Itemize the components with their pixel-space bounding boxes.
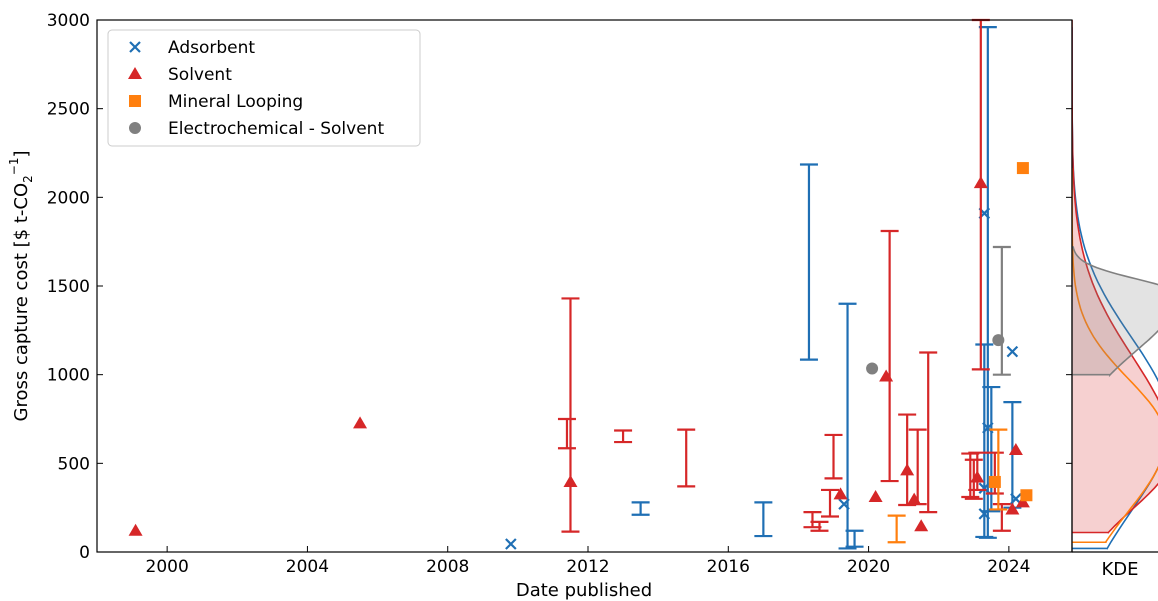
range-solvent-11 — [919, 351, 938, 514]
x-tick-label-2016: 2016 — [707, 557, 750, 577]
range-solvent-10 — [908, 428, 927, 506]
point-adsorbent-3-stroke-b — [978, 482, 991, 494]
y-tick-label-1500: 1500 — [47, 277, 90, 297]
y-tick-label-3000: 3000 — [47, 11, 90, 31]
series-adsorbent — [505, 25, 1022, 550]
x-tick-label-2000: 2000 — [146, 557, 189, 577]
point-solvent-2 — [563, 474, 578, 487]
range-adsorbent-2 — [799, 163, 818, 361]
y-tick-label-500: 500 — [58, 454, 90, 474]
range-solvent-1 — [561, 297, 580, 533]
point-adsorbent-0 — [505, 538, 517, 550]
range-adsorbent-3 — [838, 302, 857, 550]
point-solvent-4 — [868, 490, 883, 503]
range-mineral-looping-0 — [887, 514, 906, 544]
point-mineral-looping-1 — [1016, 162, 1029, 175]
point-adsorbent-4-stroke-b — [982, 422, 994, 434]
series-electrochemical-solvent — [866, 245, 1011, 376]
x-axis-title: Date published — [516, 580, 652, 601]
point-mineral-looping-0 — [988, 475, 1001, 488]
legend-marker-electrochemical-solvent — [129, 122, 141, 134]
point-electrochemical-solvent-0 — [866, 362, 879, 375]
y-axis-title-subscript: 2 — [21, 175, 35, 183]
y-axis-title-tail: ] — [11, 151, 32, 158]
y-tick-label-0: 0 — [79, 543, 90, 563]
legend-marker-mineral-looping — [129, 95, 141, 107]
legend-marker-adsorbent-stroke-b — [129, 41, 141, 53]
point-solvent-11 — [1005, 502, 1020, 515]
y-axis-title: Gross capture cost [$ t-CO2−1] — [7, 151, 35, 422]
legend-box — [107, 29, 421, 147]
y-axis-title-main: Gross capture cost [$ t-CO — [11, 183, 32, 422]
point-adsorbent-3 — [978, 482, 991, 494]
point-adsorbent-0-stroke-b — [505, 538, 517, 550]
point-solvent-5 — [879, 369, 894, 382]
point-mineral-looping-2 — [1020, 489, 1033, 502]
y-tick-label-1000: 1000 — [47, 366, 90, 386]
kde-panel — [1071, 20, 1158, 553]
point-solvent-13 — [1015, 495, 1030, 508]
x-tick-label-2004: 2004 — [286, 557, 329, 577]
range-solvent-9 — [898, 413, 917, 507]
point-adsorbent-4 — [982, 422, 994, 434]
point-adsorbent-1 — [838, 498, 850, 510]
legend-marker-adsorbent — [129, 41, 141, 53]
main-plot-area: 2000 2004 2008 2012 2016 2020 2024 0 500 1000 1500… — [47, 11, 1073, 577]
x-tick-label-2012: 2012 — [566, 557, 609, 577]
point-adsorbent-6 — [1006, 345, 1019, 358]
range-solvent-8 — [880, 229, 899, 483]
point-electrochemical-solvent-1 — [992, 334, 1005, 347]
series-mineral-looping — [887, 162, 1033, 544]
x-tick-label-2020: 2020 — [847, 557, 890, 577]
range-adsorbent-1 — [754, 501, 773, 538]
data-marks — [128, 18, 1033, 550]
range-adsorbent-4 — [845, 529, 864, 548]
x-tick-label-2008: 2008 — [426, 557, 469, 577]
range-adsorbent-0 — [631, 501, 650, 516]
point-adsorbent-7-stroke-b — [1010, 493, 1022, 505]
range-solvent-3 — [677, 428, 696, 488]
range-solvent-6 — [821, 488, 840, 518]
range-solvent-2 — [614, 429, 633, 444]
range-solvent-7 — [824, 433, 843, 480]
point-adsorbent-6-stroke-b — [1006, 345, 1019, 358]
range-electrochemical-solvent-0 — [992, 245, 1011, 376]
range-adsorbent-7 — [982, 385, 1001, 513]
range-solvent-0 — [557, 417, 576, 450]
point-adsorbent-1-stroke-b — [838, 498, 850, 510]
point-solvent-12 — [1008, 443, 1023, 456]
legend-label-electrochemical-solvent: Electrochemical - Solvent — [168, 119, 384, 139]
kde-curves — [1072, 20, 1158, 550]
y-tick-label-2500: 2500 — [47, 100, 90, 120]
point-solvent-10 — [970, 470, 985, 483]
x-tick-label-2024: 2024 — [987, 557, 1030, 577]
point-solvent-7 — [907, 492, 922, 505]
kde-label: KDE — [1101, 559, 1138, 580]
y-tick-label-2000: 2000 — [47, 188, 90, 208]
legend: Adsorbent Solvent Mineral Looping Electroch… — [107, 29, 421, 147]
point-solvent-9 — [973, 176, 988, 189]
kde-electrochemical-solvent — [1072, 246, 1158, 376]
legend-marker-solvent — [128, 67, 142, 79]
point-solvent-8 — [914, 519, 929, 532]
point-adsorbent-5 — [978, 508, 991, 520]
point-solvent-1 — [353, 416, 368, 429]
point-solvent-3 — [833, 487, 848, 500]
range-mineral-looping-1 — [989, 428, 1008, 511]
y-axis-title-superscript: −1 — [7, 158, 21, 176]
range-solvent-5 — [810, 520, 829, 532]
point-adsorbent-5-stroke-b — [978, 508, 991, 520]
legend-label-mineral-looping: Mineral Looping — [168, 92, 303, 112]
legend-label-solvent: Solvent — [168, 65, 232, 85]
legend-label-adsorbent: Adsorbent — [168, 38, 255, 58]
point-solvent-6 — [900, 463, 915, 476]
point-solvent-0 — [128, 523, 143, 536]
